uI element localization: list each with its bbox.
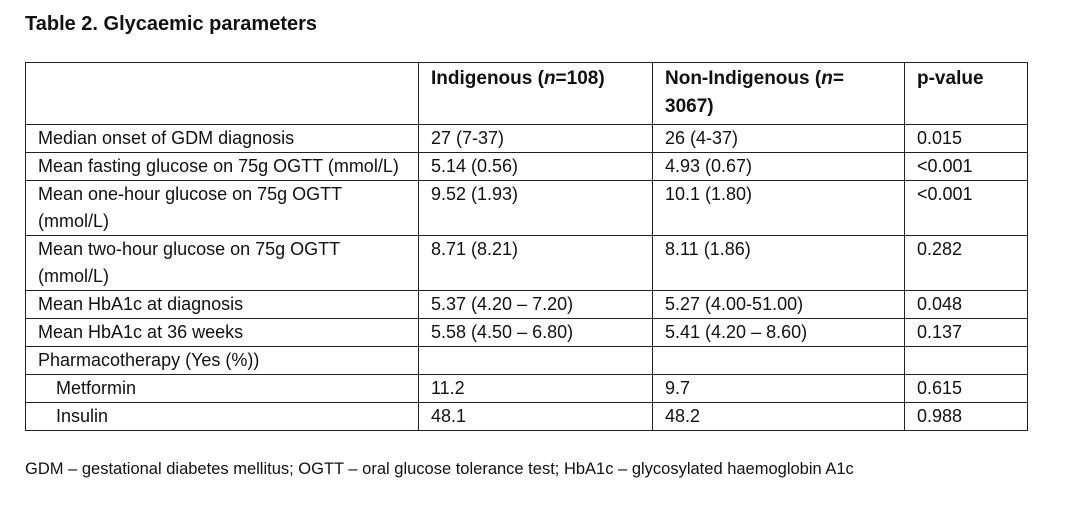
cell: 26 (4-37)	[652, 124, 905, 153]
header-cell: p-value	[904, 62, 1028, 125]
row: Mean HbA1c at diagnosis 5.37 (4.20 – 7.20…	[25, 290, 1028, 319]
row: Mean HbA1c at 36 weeks 5.58 (4.50 – 6.80)…	[25, 318, 1028, 347]
header-cell	[25, 62, 419, 125]
cell: <0.001	[904, 180, 1028, 236]
header-text: Non-Indigenous (	[665, 68, 822, 89]
cell: 48.1	[418, 402, 653, 431]
cell: 0.015	[904, 124, 1028, 153]
cell: 5.58 (4.50 – 6.80)	[418, 318, 653, 347]
row-label: Mean HbA1c at 36 weeks	[25, 318, 419, 347]
cell: 8.71 (8.21)	[418, 235, 653, 291]
cell: 9.7	[652, 374, 905, 403]
data-table: Indigenous (n=108) Non-Indigenous (n=3067…	[25, 62, 1028, 431]
cell: 5.41 (4.20 – 8.60)	[652, 318, 905, 347]
header-text: =108)	[555, 68, 605, 89]
row-label: Insulin	[25, 402, 419, 431]
table-body: Median onset of GDM diagnosis 27 (7-37) 26…	[25, 124, 1028, 431]
header-row: Indigenous (n=108) Non-Indigenous (n=3067…	[25, 62, 1028, 125]
row: Pharmacotherapy (Yes (%))	[25, 346, 1028, 375]
cell: <0.001	[904, 152, 1028, 181]
cell: 9.52 (1.93)	[418, 180, 653, 236]
cell: 0.615	[904, 374, 1028, 403]
row: Median onset of GDM diagnosis 27 (7-37) 26…	[25, 124, 1028, 153]
footnote: GDM – gestational diabetes mellitus; OGT…	[25, 460, 854, 478]
cell: 10.1 (1.80)	[652, 180, 905, 236]
header-text: n	[821, 68, 833, 89]
cell: 4.93 (0.67)	[652, 152, 905, 181]
row-label: Mean HbA1c at diagnosis	[25, 290, 419, 319]
cell: 27 (7-37)	[418, 124, 653, 153]
row-label: Pharmacotherapy (Yes (%))	[25, 346, 419, 375]
row: Mean fasting glucose on 75g OGTT (mmol/L…	[25, 152, 1028, 181]
cell: 11.2	[418, 374, 653, 403]
cell	[652, 346, 905, 375]
row-label: Median onset of GDM diagnosis	[25, 124, 419, 153]
cell	[418, 346, 653, 375]
header-text: Indigenous (	[431, 68, 544, 89]
sub-row: Metformin 11.2 9.7 0.615	[25, 374, 1028, 403]
row-label: Mean fasting glucose on 75g OGTT (mmol/L…	[25, 152, 419, 181]
row: Mean one-hour glucose on 75g OGTT (mmol/…	[25, 180, 1028, 236]
row-label: Mean two-hour glucose on 75g OGTT (mmol/…	[25, 235, 419, 291]
cell: 5.14 (0.56)	[418, 152, 653, 181]
cell: 0.282	[904, 235, 1028, 291]
header-text: 3067)	[665, 96, 714, 117]
row-label: Mean one-hour glucose on 75g OGTT (mmol/…	[25, 180, 419, 236]
table-head: Indigenous (n=108) Non-Indigenous (n=3067…	[25, 62, 1028, 125]
header-cell: Indigenous (n=108)	[418, 62, 653, 125]
cell: 0.048	[904, 290, 1028, 319]
cell: 5.37 (4.20 – 7.20)	[418, 290, 653, 319]
cell: 0.137	[904, 318, 1028, 347]
row: Mean two-hour glucose on 75g OGTT (mmol/…	[25, 235, 1028, 291]
header-cell: Non-Indigenous (n= 3067)	[652, 62, 905, 125]
header-text: =	[832, 68, 844, 89]
table-title: Table 2. Glycaemic parameters	[25, 13, 318, 35]
cell	[904, 346, 1028, 375]
cell: 8.11 (1.86)	[652, 235, 905, 291]
cell: 5.27 (4.00-51.00)	[652, 290, 905, 319]
cell: 0.988	[904, 402, 1028, 431]
header-text: p-value	[917, 68, 984, 89]
row-label: Metformin	[25, 374, 419, 403]
sub-row: Insulin 48.1 48.2 0.988	[25, 402, 1028, 431]
header-text: n	[543, 68, 556, 89]
cell: 48.2	[652, 402, 905, 431]
